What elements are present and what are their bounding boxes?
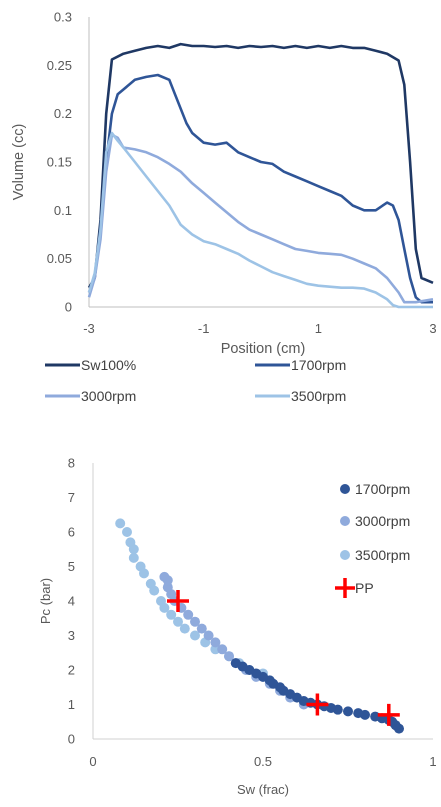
legend-label: 3000rpm — [81, 388, 136, 404]
data-point-PP — [167, 590, 189, 612]
series-line-3000rpm — [87, 133, 434, 304]
data-point-3000rpm — [210, 637, 221, 648]
data-point-3500rpm — [128, 544, 139, 555]
y-tick-label: 0.2 — [54, 106, 72, 121]
x-tick-label: 1 — [315, 321, 322, 336]
data-point-PP — [377, 703, 400, 726]
data-point-3000rpm — [162, 582, 173, 593]
y-tick-label: 7 — [68, 490, 75, 505]
data-point-3500rpm — [128, 552, 139, 563]
data-point-3500rpm — [122, 527, 132, 537]
y-tick-label: 0.3 — [54, 10, 72, 25]
data-point-3500rpm — [190, 630, 200, 641]
y-tick-label: 3 — [68, 628, 75, 643]
y-tick-label: 4 — [68, 594, 75, 609]
y-tick-label: 2 — [68, 663, 75, 678]
y-tick-label: 0.1 — [54, 203, 72, 218]
legend-label: 3500rpm — [355, 547, 410, 563]
volume-position-chart: 0 0.05 0.1 0.15 0.2 0.25 0.3 -3 -1 1 3 Position (cm… — [11, 10, 437, 405]
legend-label: 1700rpm — [291, 357, 346, 373]
legend-label: Sw100% — [81, 357, 136, 373]
data-point-3000rpm — [224, 651, 234, 662]
y-tick-label: 5 — [68, 559, 75, 574]
data-point-3500rpm — [166, 609, 177, 620]
data-point-3000rpm — [159, 571, 170, 582]
legend-marker — [340, 516, 350, 526]
data-point-3000rpm — [183, 609, 194, 620]
legend-marker — [340, 484, 350, 494]
legend-label: 3500rpm — [291, 388, 346, 404]
data-point-3500rpm — [179, 623, 190, 634]
x-tick-label: -3 — [83, 321, 95, 336]
data-point-3500rpm — [149, 585, 160, 596]
y-tick-label: 0.15 — [47, 155, 72, 170]
data-point-1700rpm — [353, 708, 364, 719]
data-point-3500rpm — [115, 518, 126, 529]
y-axis-label: Volume (cc) — [11, 124, 27, 201]
y-tick-label: 6 — [68, 525, 75, 540]
y-tick-label: 0 — [68, 732, 75, 747]
x-tick-label: 0 — [89, 754, 96, 769]
data-point-1700rpm — [370, 711, 381, 722]
legend-marker — [335, 578, 355, 598]
data-point-1700rpm — [343, 706, 353, 717]
data-point-3000rpm — [196, 623, 207, 634]
data-point-3500rpm — [173, 616, 183, 627]
legend-marker — [340, 550, 350, 560]
data-point-PP — [306, 693, 329, 716]
data-point-3500rpm — [159, 602, 170, 613]
legend-label: PP — [355, 580, 374, 596]
data-point-3000rpm — [203, 630, 214, 641]
legend-label: 3000rpm — [355, 513, 410, 529]
x-tick-label: 3 — [429, 321, 436, 336]
series-line-3500rpm — [87, 131, 433, 309]
data-point-1700rpm — [230, 658, 241, 669]
y-tick-label: 0.05 — [47, 251, 72, 266]
series-line-Sw100% — [87, 42, 434, 289]
data-point-3000rpm — [190, 616, 200, 627]
y-axis-label: Pc (bar) — [38, 578, 53, 624]
x-axis-label: Sw (frac) — [237, 782, 289, 797]
series-line-1700rpm — [87, 73, 433, 304]
y-tick-label: 1 — [68, 697, 75, 712]
x-tick-label: 1 — [429, 754, 436, 769]
y-tick-label: 0 — [65, 300, 72, 315]
data-point-3000rpm — [217, 644, 228, 655]
y-tick-label: 8 — [68, 456, 75, 471]
x-axis-label: Position (cm) — [221, 341, 306, 357]
pc-sw-chart: 0 1 2 3 4 5 6 7 8 0 0.5 1 Sw (frac) Pc (bar) 1700rpm 30… — [38, 456, 437, 798]
x-tick-label: -1 — [198, 321, 210, 336]
data-point-3500rpm — [139, 568, 149, 579]
x-tick-label: 0.5 — [254, 754, 272, 769]
legend-label: 1700rpm — [355, 481, 410, 497]
y-tick-label: 0.25 — [47, 58, 72, 73]
